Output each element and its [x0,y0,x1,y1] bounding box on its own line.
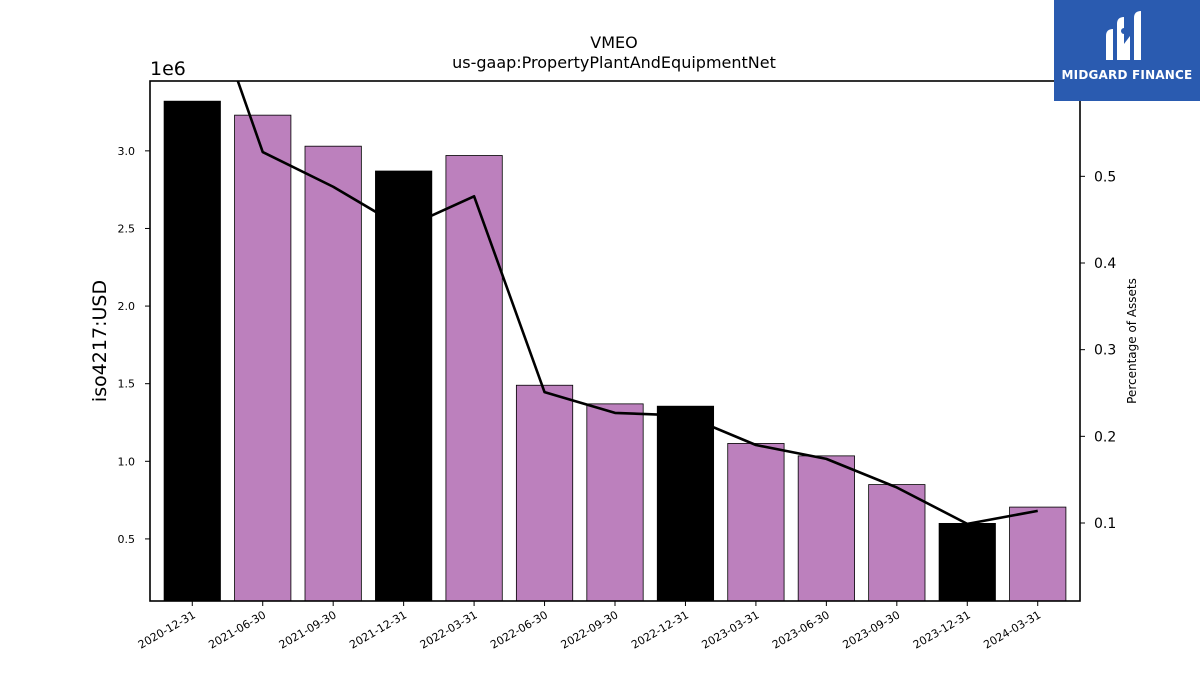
y-tick-label: 1.0 [118,455,136,468]
x-tick-label: 2023-12-31 [911,608,973,651]
x-tick-label: 2023-03-31 [700,608,762,651]
y-tick-label: 2.5 [118,222,136,235]
x-tick-label: 2021-06-30 [206,608,268,651]
chart-subtitle: us-gaap:PropertyPlantAndEquipmentNet [452,53,776,72]
percentage-line [236,81,1038,526]
y2-tick-label: 0.4 [1094,256,1116,272]
x-tick-label: 2023-09-30 [840,608,902,651]
y-tick-label: 1.5 [118,378,136,391]
x-tick-label: 2023-06-30 [770,608,832,651]
bar-2023-03-31 [727,443,785,602]
x-tick-label: 2022-09-30 [559,608,621,651]
y2-axis-label: Percentage of Assets [1125,278,1139,404]
bar-2022-12-31 [656,405,715,602]
x-tick-label: 2021-12-31 [347,608,409,651]
x-tick-label: 2022-06-30 [488,608,550,651]
y2-tick-label: 0.5 [1094,169,1116,185]
y-axis-label: iso4217:USD [89,280,111,402]
y-tick-label: 3.0 [118,145,136,158]
logo-mark-icon [1106,11,1141,60]
y2-tick-label: 0.1 [1094,516,1116,532]
bar-2023-09-30 [868,484,926,602]
logo-text: MIDGARD FINANCE [1061,68,1193,82]
bar-2024-03-31 [1009,506,1067,602]
y-multiplier: 1e6 [150,58,186,80]
x-tick-label: 2020-12-31 [136,608,198,651]
y-tick-label: 2.0 [118,300,136,313]
bar-2022-06-30 [515,384,574,602]
x-tick-label: 2021-09-30 [277,608,339,651]
x-tick-label: 2024-03-31 [981,608,1043,651]
y2-tick-label: 0.2 [1094,429,1116,445]
bar-2021-12-31 [375,170,433,602]
x-tick-label: 2022-12-31 [629,608,691,651]
midgard-finance-logo: MIDGARD FINANCE [1054,0,1200,101]
bar-2023-12-31 [938,522,996,602]
chart-title: VMEO [590,33,637,52]
y-tick-label: 0.5 [118,533,136,546]
y2-tick-label: 0.3 [1094,343,1116,359]
bar-2023-06-30 [797,455,855,602]
bar-2022-03-31 [445,155,503,602]
bars-group [163,100,1067,602]
bar-2021-09-30 [304,145,362,602]
x-tick-label: 2022-03-31 [418,608,480,651]
bar-2020-12-31 [163,100,221,602]
bar-2021-06-30 [234,114,292,602]
percentage-line-group [236,81,1038,526]
bar-2022-09-30 [586,403,644,602]
